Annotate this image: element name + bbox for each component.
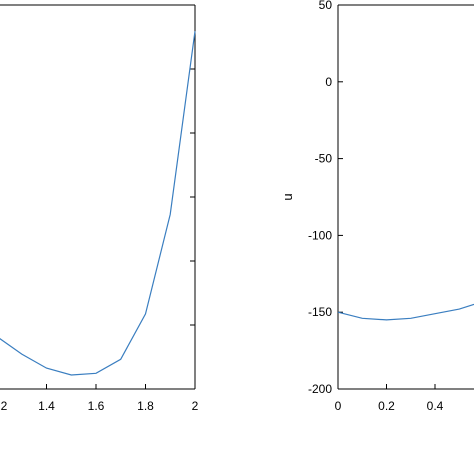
right-panel-x-tick-labels: 0 0.2 0.4 (335, 399, 444, 413)
right-panel-ticks (337, 4, 436, 390)
left-x-tick-label: 1.4 (38, 399, 55, 413)
right-y-tick-label: -100 (308, 228, 332, 242)
right-y-tick-label: 0 (325, 75, 332, 89)
left-x-tick-label: 2 (192, 399, 199, 413)
right-x-tick-label: 0 (335, 399, 342, 413)
left-x-tick-label: 2 (1, 399, 8, 413)
right-y-tick-label: -50 (315, 152, 333, 166)
right-x-tick-label: 0.2 (378, 399, 395, 413)
right-y-tick-label: -200 (308, 382, 332, 396)
right-y-tick-label: -150 (308, 305, 332, 319)
left-panel-ticks (46, 4, 196, 390)
left-x-tick-label: 1.8 (137, 399, 154, 413)
left-panel: 2 1.4 1.6 1.8 2 (0, 4, 199, 413)
left-panel-x-tick-labels: 2 1.4 1.6 1.8 2 (1, 399, 199, 413)
right-panel-y-tick-labels: 50 0 -50 -100 -150 -200 (308, 0, 332, 396)
right-x-tick-label: 0.4 (427, 399, 444, 413)
left-x-tick-label: 1.6 (88, 399, 105, 413)
left-panel-series (0, 31, 196, 376)
left-series-line (0, 31, 196, 376)
right-series-line (337, 303, 474, 321)
right-panel-y-axis-label: u (280, 193, 295, 200)
right-panel-series (337, 303, 474, 321)
right-y-tick-label: 50 (319, 0, 333, 12)
right-panel: 50 0 -50 -100 -150 -200 0 0.2 0.4 u (280, 0, 474, 413)
